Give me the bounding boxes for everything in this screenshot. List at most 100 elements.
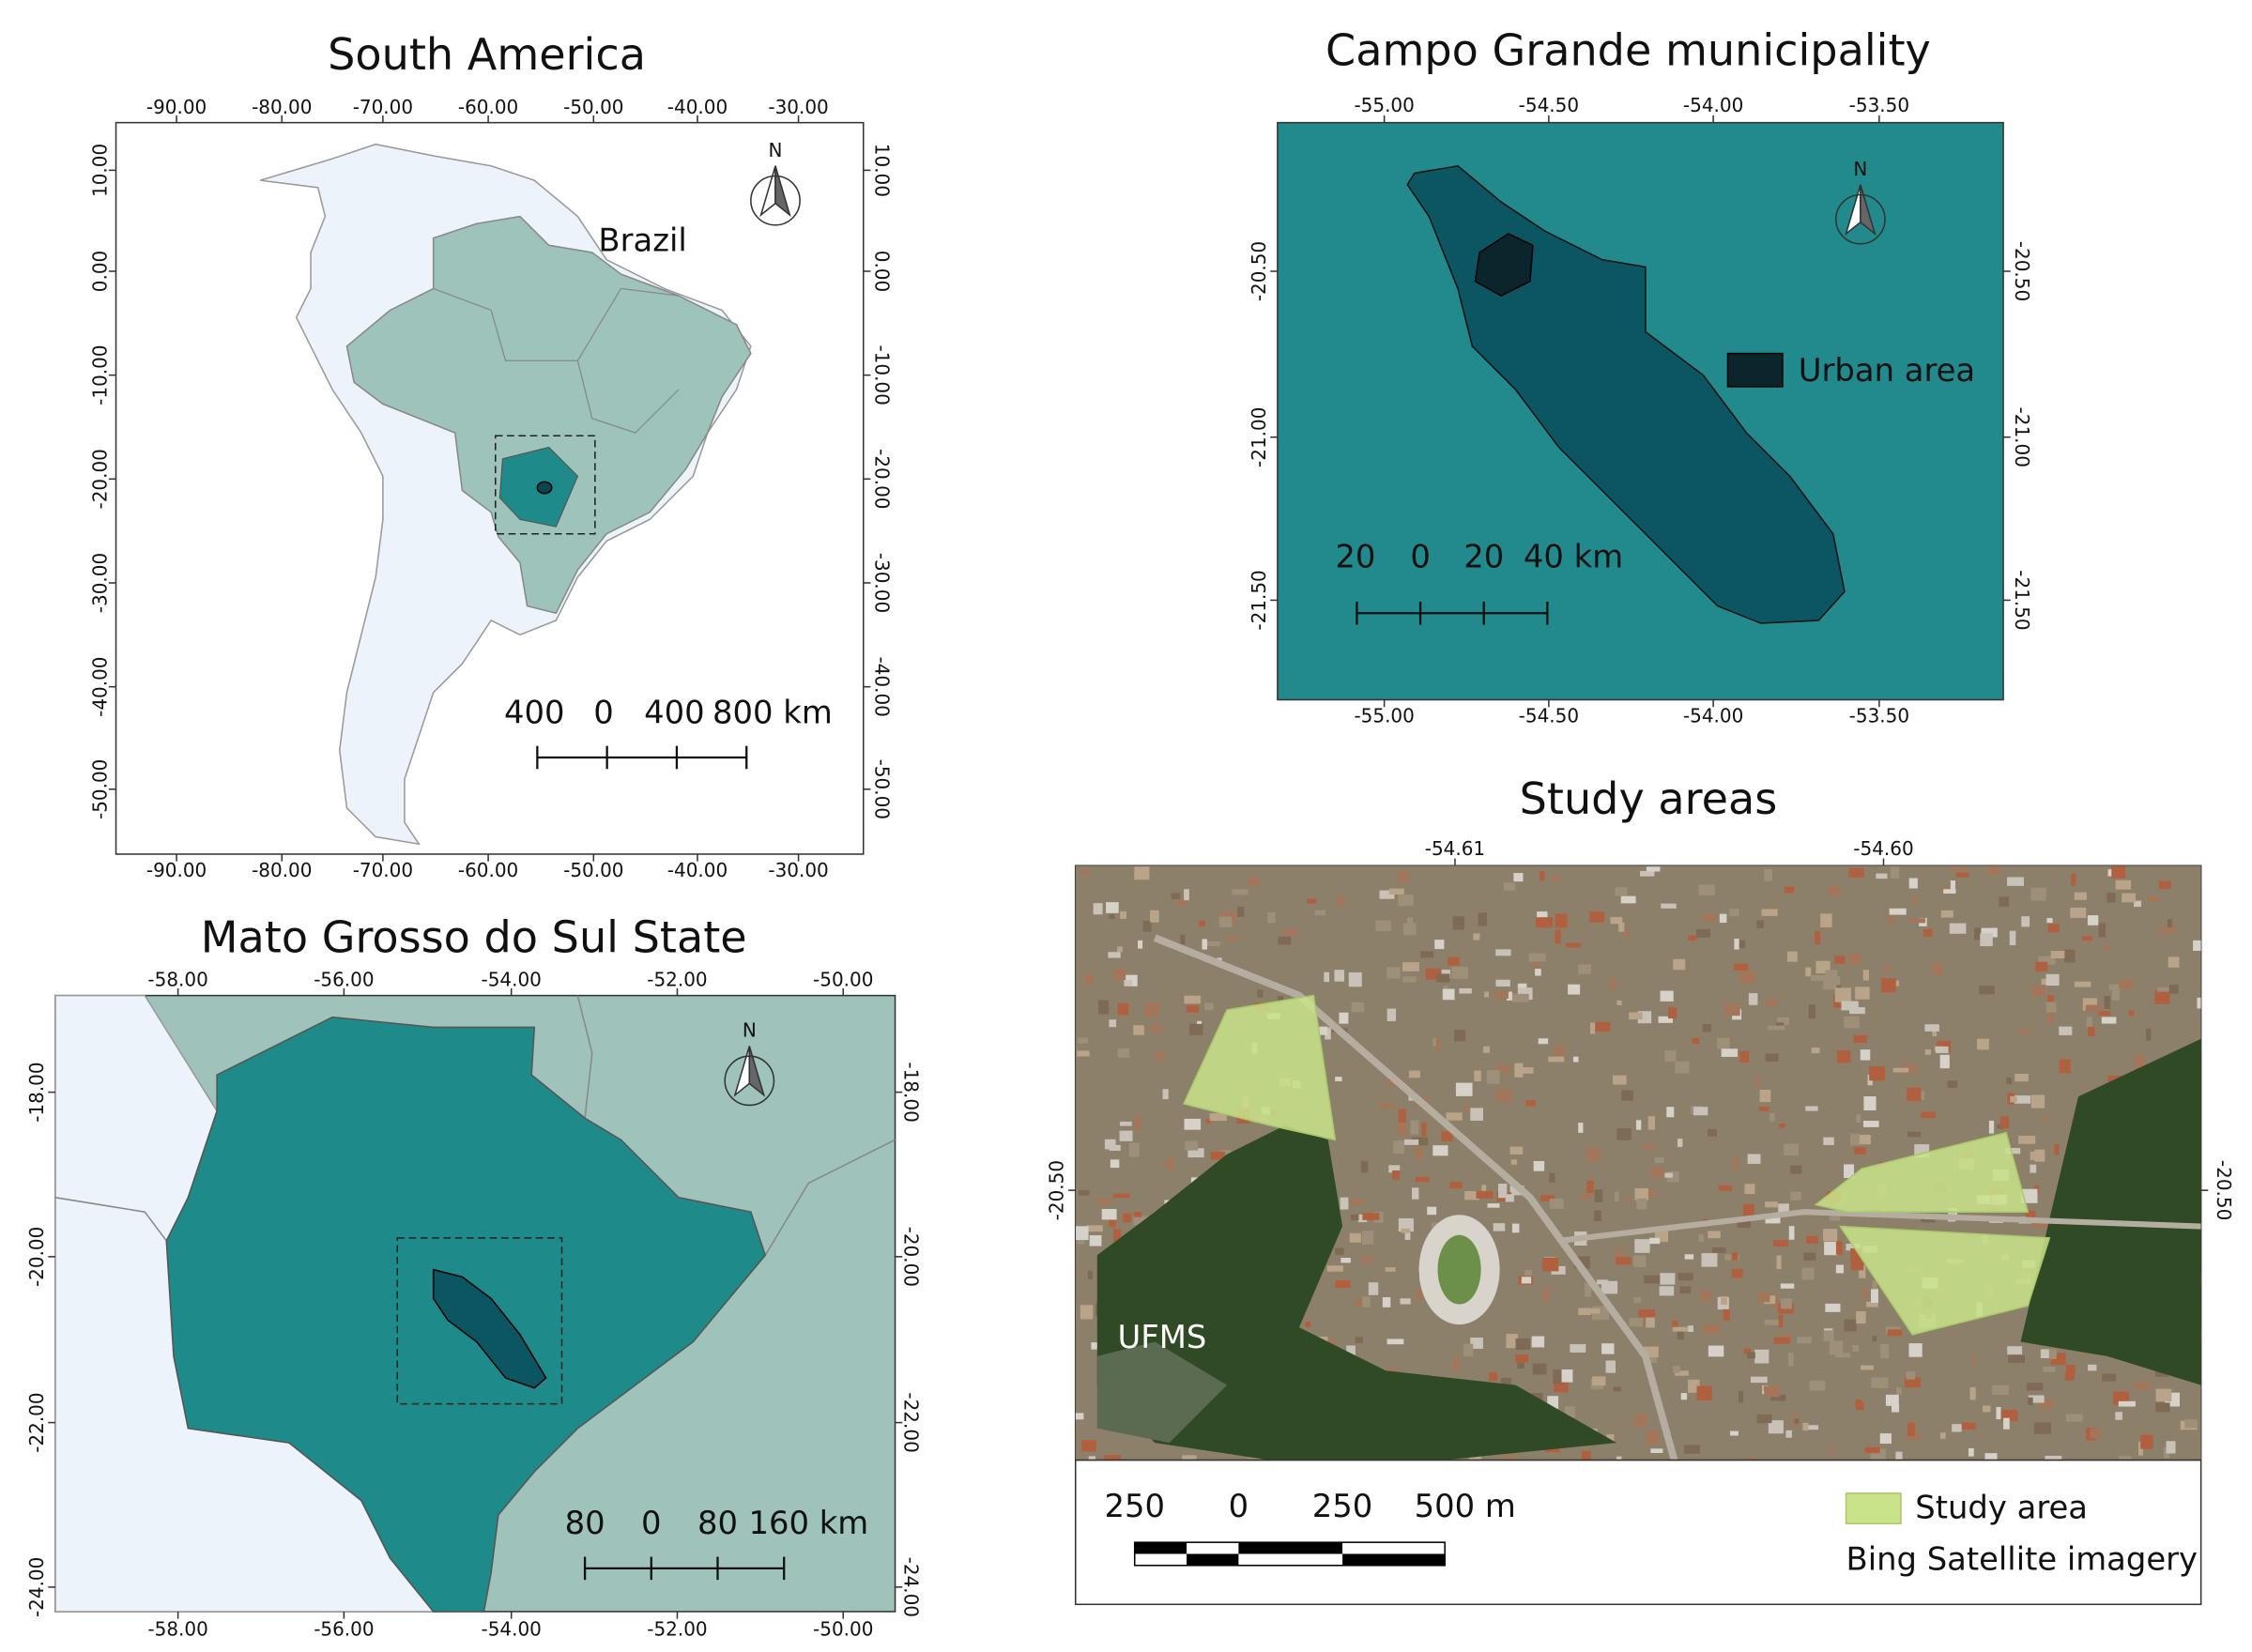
building xyxy=(1719,913,1727,924)
building xyxy=(1848,867,1864,878)
legend-swatch xyxy=(1845,1492,1902,1524)
building xyxy=(1555,913,1568,928)
building xyxy=(1828,885,1841,896)
building xyxy=(1326,1265,1343,1272)
building xyxy=(1861,1365,1874,1370)
building xyxy=(1687,1325,1693,1332)
building xyxy=(2088,1364,2097,1371)
building xyxy=(1228,935,1238,941)
building xyxy=(1939,1054,1950,1069)
building xyxy=(2043,1367,2056,1372)
building xyxy=(2140,1434,2153,1449)
building xyxy=(1175,900,1187,907)
north-arrow xyxy=(748,1046,766,1097)
building xyxy=(1182,1455,1197,1461)
building xyxy=(1684,1445,1700,1454)
building xyxy=(1629,1012,1643,1019)
building xyxy=(1470,1337,1483,1349)
building xyxy=(1672,1366,1680,1373)
building xyxy=(1361,1231,1374,1245)
building xyxy=(2030,1151,2043,1160)
building xyxy=(1780,1298,1792,1309)
building xyxy=(1474,1070,1481,1082)
map-label: Brazil xyxy=(598,222,686,259)
building xyxy=(1117,946,1123,953)
building xyxy=(1808,1004,1815,1019)
study-area xyxy=(1182,994,1337,1141)
building xyxy=(2027,1397,2033,1405)
building xyxy=(2010,1095,2017,1103)
building xyxy=(2046,918,2053,924)
building xyxy=(1834,956,1846,964)
building xyxy=(1863,1096,1877,1111)
building xyxy=(1119,1130,1133,1141)
building xyxy=(1386,1008,1397,1021)
building xyxy=(1510,1159,1517,1165)
building xyxy=(1808,1425,1819,1430)
building xyxy=(1584,1282,1592,1297)
building xyxy=(1981,927,1998,938)
building xyxy=(1880,1343,1890,1359)
building xyxy=(2155,1402,2170,1413)
building xyxy=(1219,1150,1232,1155)
building xyxy=(1661,903,1677,909)
building xyxy=(1844,1319,1857,1332)
building xyxy=(1768,1025,1785,1031)
building xyxy=(1654,1156,1664,1164)
building xyxy=(2045,1455,2062,1461)
building xyxy=(2030,986,2046,997)
building xyxy=(2059,1059,2071,1074)
building xyxy=(2021,916,2030,927)
building xyxy=(1650,1448,1663,1454)
building xyxy=(1108,952,1121,958)
building xyxy=(1658,1016,1673,1023)
building xyxy=(1860,1049,1871,1061)
building xyxy=(1570,1344,1586,1353)
mato-grosso-do-sul-map xyxy=(54,994,896,1613)
scale-label: 0 xyxy=(1410,538,1431,574)
map-title: South America xyxy=(328,29,646,80)
building xyxy=(1911,896,1917,905)
building xyxy=(1142,920,1152,932)
building xyxy=(1542,1257,1559,1272)
building xyxy=(2030,1094,2045,1109)
building xyxy=(1540,1195,1555,1201)
building xyxy=(1236,906,1245,917)
building xyxy=(1554,1046,1565,1058)
building xyxy=(1672,1326,1689,1332)
building xyxy=(2039,1400,2053,1410)
building xyxy=(1701,1253,1718,1267)
building xyxy=(1802,1422,1809,1431)
building xyxy=(1187,1148,1204,1158)
building xyxy=(1400,1298,1411,1305)
y-tick-label: -20.50 xyxy=(1046,1160,1068,1220)
building xyxy=(1449,1181,1463,1189)
building xyxy=(1404,1228,1411,1241)
building xyxy=(1666,1107,1675,1118)
building xyxy=(1616,1128,1632,1140)
building xyxy=(1615,1249,1623,1264)
building xyxy=(2040,1349,2049,1359)
x-tick-label: -90.00 xyxy=(146,96,207,118)
scale-label: 160 km xyxy=(748,1505,868,1541)
building xyxy=(1514,1063,1524,1078)
building xyxy=(1421,1122,1427,1137)
building xyxy=(1850,1261,1864,1271)
building xyxy=(1610,917,1623,925)
building xyxy=(1673,958,1686,971)
building xyxy=(2074,981,2091,987)
building xyxy=(1871,1377,1889,1388)
building xyxy=(1403,1139,1419,1145)
building xyxy=(1716,1037,1730,1049)
building xyxy=(1108,1219,1116,1228)
building xyxy=(2030,1164,2037,1173)
building xyxy=(2025,1210,2036,1217)
map-title: Study areas xyxy=(1520,773,1778,824)
building xyxy=(1451,966,1469,979)
building xyxy=(1708,1345,1724,1357)
building xyxy=(1513,873,1524,882)
building xyxy=(1908,878,1918,889)
building xyxy=(1754,1349,1769,1364)
scale-label: 0 xyxy=(1229,1488,1249,1524)
x-tick-label: -54.50 xyxy=(1519,94,1579,116)
